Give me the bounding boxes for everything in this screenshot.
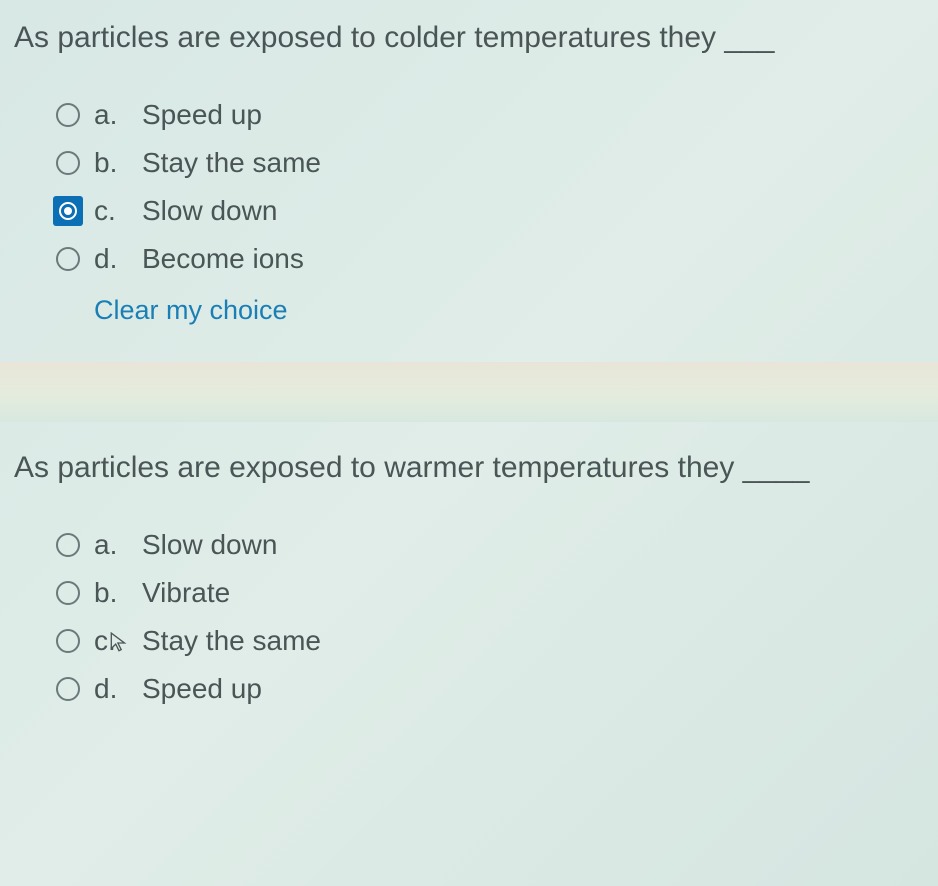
option-text: Stay the same (142, 625, 321, 657)
option-letter: a. (94, 529, 142, 561)
option-row-b[interactable]: b. Vibrate (56, 577, 924, 609)
question-2-options: a. Slow down b. Vibrate c. Stay the same… (14, 529, 924, 705)
option-row-b[interactable]: b. Stay the same (56, 147, 924, 179)
option-text: Speed up (142, 99, 262, 131)
option-row-d[interactable]: d. Speed up (56, 673, 924, 705)
radio-button[interactable] (56, 677, 80, 701)
radio-button[interactable] (56, 247, 80, 271)
question-divider (0, 362, 938, 422)
clear-choice-link[interactable]: Clear my choice (94, 295, 924, 326)
option-row-a[interactable]: a. Slow down (56, 529, 924, 561)
radio-button[interactable] (56, 151, 80, 175)
question-1-block: As particles are exposed to colder tempe… (0, 0, 938, 354)
question-2-block: As particles are exposed to warmer tempe… (0, 430, 938, 749)
option-text: Slow down (142, 529, 277, 561)
question-1-text: As particles are exposed to colder tempe… (14, 18, 924, 57)
option-row-c-selected[interactable]: c. Slow down (56, 195, 924, 227)
option-letter: b. (94, 577, 142, 609)
option-text: Speed up (142, 673, 262, 705)
radio-button-selected[interactable] (53, 196, 83, 226)
radio-selected-dot-icon (64, 207, 72, 215)
option-text: Become ions (142, 243, 304, 275)
radio-selected-ring-icon (59, 202, 77, 220)
option-letter: d. (94, 243, 142, 275)
radio-button[interactable] (56, 103, 80, 127)
option-letter: c. (94, 625, 142, 657)
question-1-options: a. Speed up b. Stay the same c. Slow dow… (14, 99, 924, 326)
option-text: Slow down (142, 195, 277, 227)
option-row-d[interactable]: d. Become ions (56, 243, 924, 275)
radio-button[interactable] (56, 581, 80, 605)
option-letter: a. (94, 99, 142, 131)
question-2-text: As particles are exposed to warmer tempe… (14, 448, 924, 487)
option-row-a[interactable]: a. Speed up (56, 99, 924, 131)
radio-button[interactable] (56, 533, 80, 557)
option-row-c[interactable]: c. Stay the same (56, 625, 924, 657)
option-letter: c. (94, 195, 142, 227)
option-text: Stay the same (142, 147, 321, 179)
option-letter: b. (94, 147, 142, 179)
cursor-icon (110, 632, 128, 654)
option-letter: d. (94, 673, 142, 705)
radio-button[interactable] (56, 629, 80, 653)
option-text: Vibrate (142, 577, 230, 609)
